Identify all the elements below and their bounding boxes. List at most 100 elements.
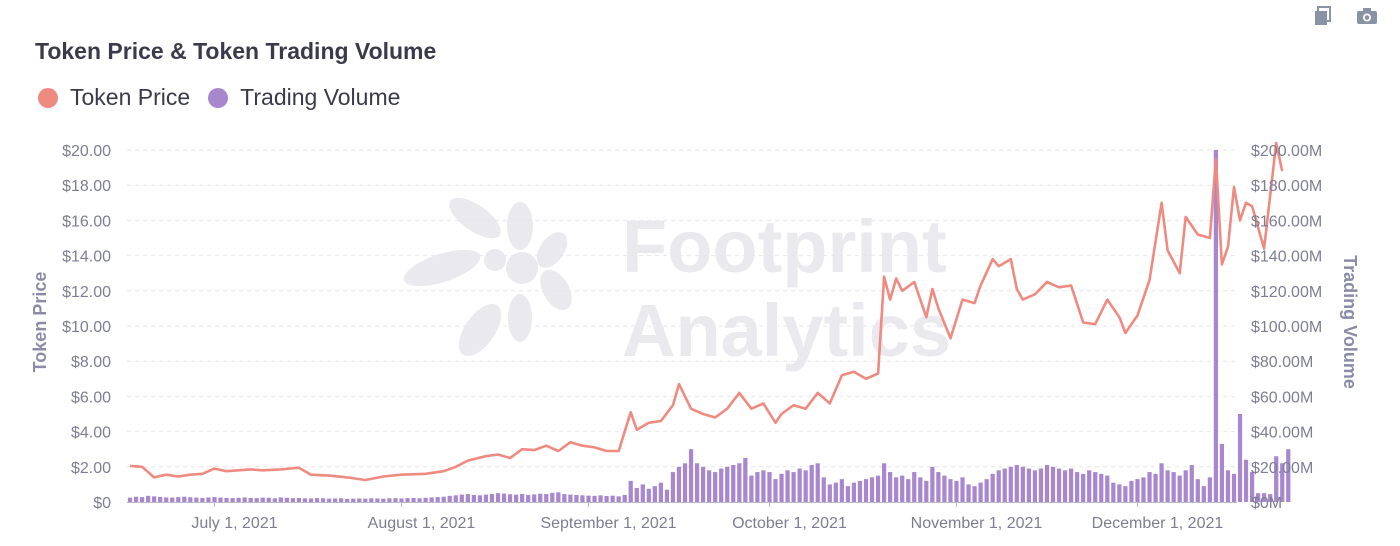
volume-bar[interactable]: [375, 498, 380, 502]
volume-bar[interactable]: [326, 498, 332, 502]
volume-bar[interactable]: [863, 479, 869, 502]
volume-bar[interactable]: [1105, 475, 1110, 502]
volume-bar[interactable]: [568, 494, 573, 502]
volume-bar[interactable]: [634, 487, 639, 502]
volume-bar[interactable]: [507, 494, 513, 502]
volume-bar[interactable]: [598, 495, 603, 502]
volume-bar[interactable]: [580, 495, 585, 502]
volume-bar[interactable]: [230, 498, 235, 502]
volume-bar[interactable]: [152, 496, 157, 502]
volume-bar[interactable]: [550, 492, 555, 502]
volume-bar[interactable]: [1026, 468, 1031, 502]
volume-bar[interactable]: [912, 472, 917, 502]
volume-bar[interactable]: [513, 494, 519, 502]
volume-bar[interactable]: [809, 465, 814, 502]
volume-bar[interactable]: [290, 498, 296, 502]
volume-bar[interactable]: [520, 493, 525, 502]
volume-bar[interactable]: [164, 497, 169, 502]
volume-bar[interactable]: [1129, 480, 1134, 502]
volume-bar[interactable]: [948, 479, 953, 502]
volume-bar[interactable]: [218, 497, 223, 502]
volume-bar[interactable]: [176, 497, 181, 502]
volume-bar[interactable]: [182, 496, 187, 502]
volume-bar[interactable]: [773, 479, 778, 502]
volume-bar[interactable]: [713, 472, 718, 502]
volume-bar[interactable]: [266, 497, 271, 502]
volume-bar[interactable]: [411, 497, 416, 502]
volume-bar[interactable]: [194, 497, 199, 502]
volume-bar[interactable]: [363, 498, 368, 502]
volume-bar[interactable]: [1153, 473, 1158, 502]
volume-bar[interactable]: [260, 497, 265, 502]
volume-bar[interactable]: [556, 492, 561, 502]
volume-bar[interactable]: [1081, 473, 1086, 502]
camera-icon[interactable]: [1356, 5, 1378, 27]
volume-bar[interactable]: [906, 479, 911, 502]
volume-bar[interactable]: [1147, 472, 1152, 502]
volume-bar[interactable]: [1183, 470, 1188, 502]
volume-bar[interactable]: [857, 480, 863, 502]
volume-bar[interactable]: [357, 498, 362, 502]
volume-bar[interactable]: [960, 477, 965, 502]
volume-bar[interactable]: [399, 498, 404, 502]
volume-bar[interactable]: [767, 472, 772, 502]
volume-bar[interactable]: [1171, 472, 1176, 502]
volume-bar[interactable]: [146, 495, 151, 502]
volume-bar[interactable]: [188, 497, 193, 502]
volume-bar[interactable]: [1123, 486, 1128, 502]
volume-bar[interactable]: [1165, 470, 1170, 502]
volume-bar[interactable]: [278, 497, 283, 502]
volume-bar[interactable]: [616, 496, 621, 502]
volume-bar[interactable]: [308, 498, 314, 502]
volume-bar[interactable]: [369, 498, 374, 502]
volume-bar[interactable]: [942, 475, 947, 502]
volume-bar[interactable]: [483, 494, 489, 502]
volume-bar[interactable]: [284, 497, 289, 502]
volume-bar[interactable]: [1056, 468, 1062, 502]
volume-bar[interactable]: [755, 472, 760, 502]
volume-bar[interactable]: [978, 482, 983, 502]
volume-bar[interactable]: [1177, 475, 1182, 502]
volume-bar[interactable]: [640, 484, 645, 502]
volume-bar[interactable]: [212, 497, 217, 502]
volume-bar[interactable]: [936, 472, 941, 502]
volume-bar[interactable]: [628, 480, 633, 502]
volume-bar[interactable]: [1111, 482, 1116, 502]
volume-bar[interactable]: [592, 495, 597, 502]
volume-bar[interactable]: [248, 497, 253, 502]
volume-bar[interactable]: [345, 498, 350, 502]
volume-bar[interactable]: [701, 466, 706, 502]
volume-bar[interactable]: [206, 497, 211, 502]
volume-bar[interactable]: [495, 493, 501, 502]
volume-bar[interactable]: [996, 470, 1001, 502]
volume-bar[interactable]: [302, 498, 308, 502]
volume-bar[interactable]: [785, 470, 790, 502]
volume-bar[interactable]: [574, 494, 579, 502]
volume-bar[interactable]: [1237, 414, 1243, 502]
volume-bar[interactable]: [731, 465, 736, 502]
volume-bar[interactable]: [779, 473, 784, 502]
volume-bar[interactable]: [447, 495, 452, 502]
volume-bar[interactable]: [966, 484, 971, 502]
volume-bar[interactable]: [984, 479, 989, 502]
volume-bar[interactable]: [1087, 470, 1092, 502]
volume-bar[interactable]: [127, 497, 133, 502]
volume-bar[interactable]: [1093, 472, 1098, 502]
copy-icon[interactable]: [1312, 5, 1334, 27]
volume-bar[interactable]: [900, 475, 905, 502]
volume-bar[interactable]: [869, 477, 875, 502]
price-line[interactable]: [129, 141, 1284, 482]
volume-bar[interactable]: [435, 497, 440, 502]
volume-bar[interactable]: [441, 496, 446, 502]
volume-bar[interactable]: [351, 498, 356, 502]
volume-bar[interactable]: [1032, 470, 1038, 502]
volume-bar[interactable]: [1231, 473, 1237, 502]
volume-bar[interactable]: [676, 466, 682, 502]
volume-bar[interactable]: [1262, 493, 1267, 502]
volume-bar[interactable]: [1135, 479, 1140, 502]
volume-bar[interactable]: [1243, 459, 1249, 502]
volume-bar[interactable]: [1044, 465, 1050, 502]
volume-bar[interactable]: [930, 466, 935, 502]
volume-bar[interactable]: [839, 479, 844, 502]
volume-bar[interactable]: [1050, 466, 1056, 502]
